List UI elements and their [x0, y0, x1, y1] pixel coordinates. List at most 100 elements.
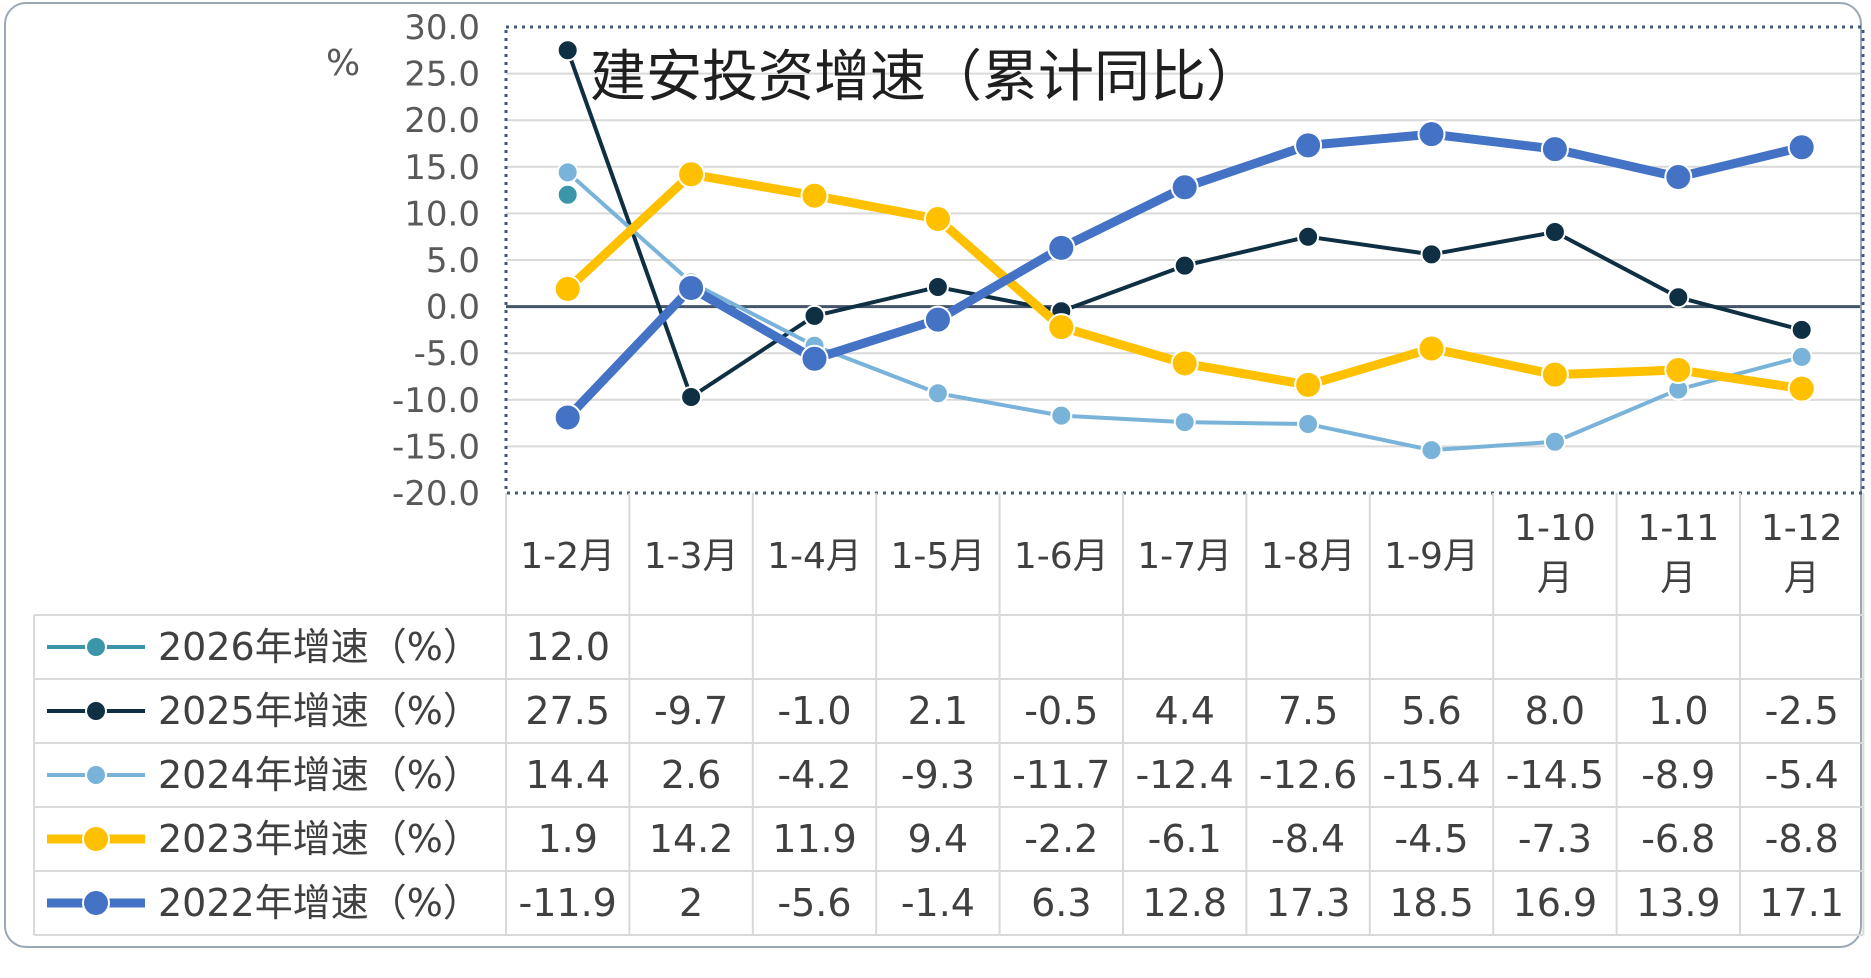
table-cell-value: -9.7 [654, 689, 728, 733]
data-table: 1-2月 1-3月 1-4月 1-5月 1-6月 1-7月 1-8月 1-9月 1-10 月 1-1… [33, 493, 1865, 936]
data-point [923, 305, 952, 334]
x-category-label: 1-6月 [1014, 536, 1109, 577]
y-tick-label: -5.0 [414, 334, 480, 374]
legend-key-marker [85, 636, 107, 658]
y-tick-label: -10.0 [392, 381, 480, 421]
data-point [1543, 221, 1566, 244]
table-cell-value: 11.9 [772, 817, 857, 861]
data-point [1543, 430, 1566, 453]
table-cell-value: -11.9 [519, 881, 617, 925]
legend-key-marker [82, 825, 110, 853]
table-cell-value: 8.0 [1525, 689, 1585, 733]
data-point [1787, 133, 1816, 162]
y-axis-unit: % [326, 43, 360, 84]
table-cell-value: -4.5 [1394, 817, 1468, 861]
data-point [556, 183, 579, 206]
data-point [1173, 254, 1196, 277]
data-point [1417, 120, 1446, 149]
table-cell-value: 13.9 [1636, 881, 1721, 925]
table-cell-value: 12.0 [525, 625, 610, 669]
table-cell-value: 16.9 [1513, 881, 1598, 925]
data-point [1667, 286, 1690, 309]
data-point [1297, 225, 1320, 248]
legend-key-marker [82, 889, 110, 917]
x-category-label: 1-9月 [1384, 536, 1479, 577]
table-cell-value: -1.0 [777, 689, 851, 733]
table-row: 2026年增速（%） 12.0 [47, 625, 610, 669]
table-cell-value: 17.3 [1266, 881, 1351, 925]
series-2 [556, 161, 1813, 462]
table-cell-value: 4.4 [1154, 689, 1214, 733]
table-cell-value: -5.6 [777, 881, 851, 925]
table-cell-value: -8.8 [1765, 817, 1839, 861]
data-point [556, 161, 579, 184]
x-category-label: 1-12 月 [1761, 508, 1843, 599]
table-cell-value: 18.5 [1389, 881, 1474, 925]
table-cell-value: 1.0 [1648, 689, 1708, 733]
table-cell-value: 14.4 [525, 753, 610, 797]
data-point [1664, 355, 1693, 384]
table-cell-value: -0.5 [1024, 689, 1098, 733]
legend-label: 2025年增速（%） [158, 689, 481, 733]
chart-frame [4, 2, 1862, 948]
data-point [926, 382, 949, 405]
table-cell-value: -6.1 [1148, 817, 1222, 861]
data-point [1294, 131, 1323, 160]
y-tick-label: 25.0 [404, 55, 480, 95]
legend-label: 2022年增速（%） [158, 881, 481, 925]
x-category-label: 1-3月 [644, 536, 739, 577]
y-tick-label: -15.0 [392, 427, 480, 467]
y-tick-label: 20.0 [404, 101, 480, 141]
data-point [926, 276, 949, 299]
y-tick-label: 15.0 [404, 148, 480, 188]
series-0 [556, 183, 579, 206]
table-cell-value: -2.2 [1024, 817, 1098, 861]
data-point [800, 181, 829, 210]
x-category-label: 1-2月 [520, 536, 615, 577]
y-tick-label: 10.0 [404, 194, 480, 234]
y-tick-label: 30.0 [404, 8, 480, 48]
table-row: 2024年增速（%） 14.4 2.6 -4.2 -9.3 -11.7 -12.4 -12.6… [47, 753, 1839, 797]
data-point [1420, 439, 1443, 462]
table-row: 2025年增速（%） 27.5 -9.7 -1.0 2.1 -0.5 4.4 7.5 5.6 8.… [47, 689, 1839, 733]
table-cell-value: 2.1 [908, 689, 968, 733]
data-point [1790, 318, 1813, 341]
y-tick-label: 0.0 [426, 288, 480, 328]
y-axis: 30.0 25.0 20.0 15.0 10.0 5.0 0.0 -5.0 -10.0 -15.0… [392, 8, 480, 514]
y-tick-label: 5.0 [426, 241, 480, 281]
series-3 [553, 160, 1816, 403]
table-cell-value: 5.6 [1401, 689, 1461, 733]
table-cell-value: -4.2 [777, 753, 851, 797]
data-point [1420, 243, 1443, 266]
data-point [553, 403, 582, 432]
table-cell-value: -9.3 [901, 753, 975, 797]
data-point [1173, 411, 1196, 434]
data-point [1790, 345, 1813, 368]
table-cell-value: -8.4 [1271, 817, 1345, 861]
table-cell-value: 14.2 [649, 817, 734, 861]
data-point [1170, 349, 1199, 378]
data-point [677, 273, 706, 302]
series-1 [556, 39, 1813, 409]
table-cell-value: 7.5 [1278, 689, 1338, 733]
table-cell-value: 27.5 [525, 689, 610, 733]
data-point [1297, 413, 1320, 436]
table-cell-value: -5.4 [1765, 753, 1839, 797]
table-cell-value: -15.4 [1382, 753, 1480, 797]
legend-key-marker [85, 764, 107, 786]
data-point [1417, 334, 1446, 363]
table-row: 2022年增速（%） -11.9 2 -5.6 -1.4 6.3 12.8 17.3 18.5 1… [47, 881, 1844, 925]
data-point [1787, 374, 1816, 403]
table-cell-value: 17.1 [1759, 881, 1844, 925]
legend-label: 2026年增速（%） [158, 625, 481, 669]
data-point [556, 39, 579, 62]
x-category-label: 1-7月 [1137, 536, 1232, 577]
series-4 [553, 120, 1816, 432]
table-cell-value: -11.7 [1012, 753, 1110, 797]
x-category-label: 1-4月 [767, 536, 862, 577]
table-cell-value: 12.8 [1142, 881, 1227, 925]
table-cell-value: -1.4 [901, 881, 975, 925]
x-category-label: 1-5月 [890, 536, 985, 577]
table-cell-value: 6.3 [1031, 881, 1091, 925]
